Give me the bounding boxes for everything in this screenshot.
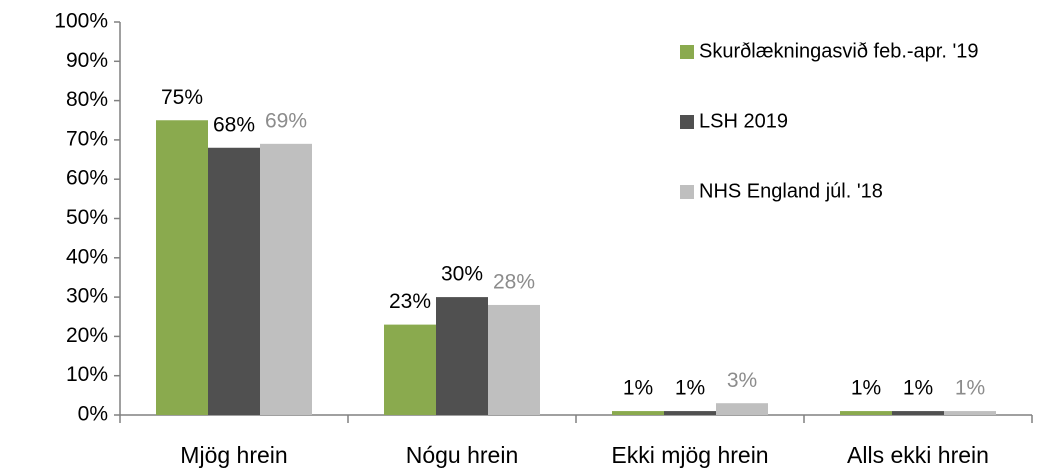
y-tick-label: 50%: [66, 206, 108, 229]
value-label: 1%: [623, 377, 653, 400]
y-tick-label: 20%: [66, 324, 108, 347]
y-tick-label: 80%: [66, 88, 108, 111]
legend-label: LSH 2019: [699, 110, 788, 132]
y-tick-label: 30%: [66, 285, 108, 308]
bar: [260, 143, 312, 415]
legend-swatch: [680, 45, 694, 59]
y-tick-label: 100%: [54, 10, 108, 33]
legend-label: Skurðlækningasvið feb.-apr. '19: [699, 40, 979, 62]
bar: [664, 411, 716, 415]
y-tick-label: 70%: [66, 127, 108, 150]
y-tick-label: 90%: [66, 49, 108, 72]
bar: [892, 411, 944, 415]
bar: [840, 411, 892, 415]
value-label: 3%: [727, 369, 757, 392]
bar: [488, 304, 540, 415]
x-tick-label: Ekki mjög hrein: [611, 442, 768, 468]
bar: [716, 403, 768, 415]
value-label: 1%: [851, 377, 881, 400]
bar: [612, 411, 664, 415]
bar: [436, 297, 488, 415]
y-tick-label: 40%: [66, 245, 108, 268]
y-tick-label: 10%: [66, 363, 108, 386]
y-tick-label: 0%: [78, 403, 108, 426]
bar: [384, 324, 436, 415]
bar: [208, 147, 260, 415]
legend-swatch: [680, 115, 694, 129]
bar: [156, 120, 208, 415]
x-tick-label: Alls ekki hrein: [847, 442, 989, 468]
value-label: 30%: [441, 263, 483, 286]
x-tick-label: Mjög hrein: [180, 442, 287, 468]
value-label: 68%: [213, 113, 255, 136]
value-label: 28%: [493, 271, 535, 294]
legend-label: NHS England júl. '18: [699, 180, 883, 202]
y-tick-label: 60%: [66, 167, 108, 190]
value-label: 75%: [161, 86, 203, 109]
value-label: 1%: [903, 377, 933, 400]
x-tick-label: Nógu hrein: [406, 442, 519, 468]
value-label: 1%: [955, 377, 985, 400]
value-label: 23%: [389, 290, 431, 313]
value-label: 69%: [265, 109, 307, 132]
value-label: 1%: [675, 377, 705, 400]
bar: [944, 411, 996, 415]
legend-swatch: [680, 185, 694, 199]
